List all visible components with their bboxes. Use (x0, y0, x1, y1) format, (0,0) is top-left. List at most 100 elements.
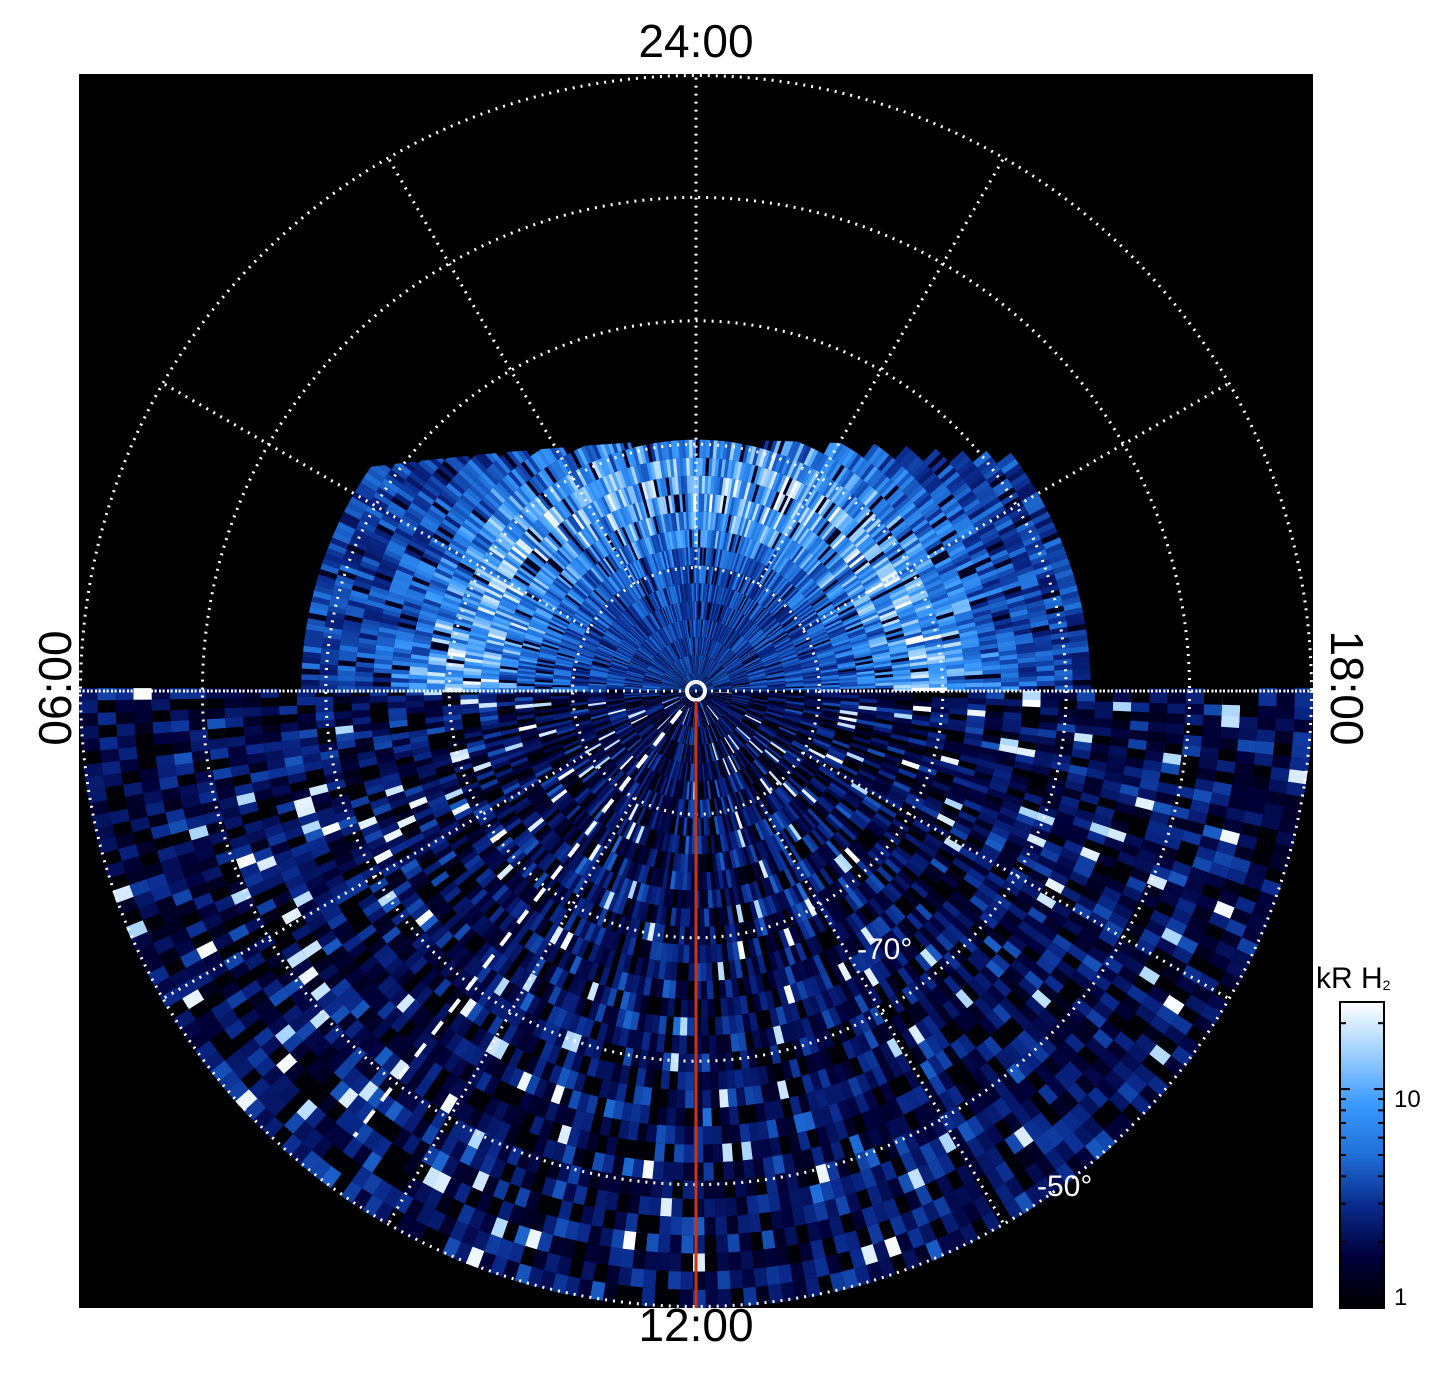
emission-cell (763, 749, 779, 765)
emission-cell (639, 768, 651, 786)
emission-cell (663, 758, 673, 777)
emission-cell (713, 696, 731, 703)
emission-cell (637, 746, 652, 763)
emission-cell (754, 732, 771, 745)
emission-cell (656, 756, 667, 775)
emission-cell (763, 774, 778, 791)
emission-cell (790, 743, 808, 756)
emission-cell (748, 705, 766, 713)
emission-cell (647, 772, 658, 790)
emission-cell (747, 764, 761, 781)
emission-cell (678, 706, 688, 724)
emission-cell (649, 710, 666, 722)
emission-cell (707, 704, 721, 719)
emission-cell (730, 699, 749, 706)
emission-cell (721, 715, 736, 730)
emission-cell (669, 722, 680, 740)
emission-cell (713, 695, 732, 701)
emission-cell (658, 737, 669, 755)
emission-cell (722, 714, 738, 728)
emission-cell (641, 727, 657, 741)
emission-cell (731, 696, 750, 702)
emission-cell (705, 706, 716, 723)
emission-cell (677, 706, 688, 723)
emission-cell (673, 742, 681, 761)
emission-cell (787, 746, 805, 760)
emission-cell (615, 724, 633, 736)
emission-cell (709, 702, 725, 715)
emission-cell (773, 736, 791, 748)
emission-cell (733, 729, 748, 745)
emission-cell (606, 742, 623, 756)
emission-cell (724, 736, 736, 754)
emission-cell (713, 693, 732, 698)
emission-cell (686, 708, 692, 727)
emission-cell (634, 719, 651, 732)
emission-cell (677, 706, 687, 723)
polar-aurora-map: -70° -50° (79, 74, 1313, 1308)
emission-cell (692, 709, 695, 728)
emission-cell (671, 723, 681, 741)
emission-cell (659, 717, 673, 733)
emission-cell (656, 736, 668, 754)
emission-cell (713, 694, 732, 699)
emission-cell (667, 702, 683, 715)
emission-cell (713, 693, 732, 697)
emission-cell (726, 734, 739, 751)
emission-cell (711, 700, 727, 712)
emission-cell (654, 714, 670, 728)
emission-cell (770, 768, 786, 785)
emission-cell (725, 735, 738, 752)
emission-cell (681, 707, 690, 725)
emission-cell (779, 724, 798, 734)
emission-cell (633, 743, 648, 759)
emission-cell (648, 709, 666, 720)
emission-cell (764, 713, 783, 722)
emission-cell (717, 719, 730, 736)
mlt-label-bottom: 12:00 (638, 1299, 754, 1351)
emission-cell (629, 740, 645, 755)
emission-cell (579, 767, 597, 782)
emission-cell (755, 730, 772, 744)
emission-cell (730, 702, 748, 711)
emission-cell (770, 740, 787, 754)
emission-cell (769, 742, 786, 756)
emission-cell (753, 733, 770, 747)
emission-cell (599, 761, 616, 777)
emission-cell (673, 724, 683, 742)
emission-cell (668, 703, 683, 716)
emission-cell (631, 764, 645, 781)
emission-cell (633, 765, 647, 782)
emission-cell (635, 720, 652, 733)
emission-cell (760, 721, 779, 732)
emission-cell (659, 738, 670, 755)
emission-cell (676, 706, 687, 723)
emission-cell (726, 710, 743, 722)
emission-cell (620, 730, 637, 744)
emission-cell (660, 757, 670, 776)
emission-cell (737, 725, 753, 739)
emission-cell (574, 760, 593, 775)
emission-cell (596, 783, 612, 800)
emission-cell (576, 763, 594, 777)
emission-cell (716, 720, 729, 736)
emission-cell (731, 696, 750, 701)
emission-cell (745, 765, 759, 782)
emission-cell (591, 779, 608, 796)
emission-cell (649, 772, 660, 791)
emission-cell (773, 765, 790, 781)
emission-cell (771, 739, 789, 752)
emission-cell (651, 754, 663, 772)
emission-cell (715, 720, 728, 737)
emission-cell (750, 695, 769, 699)
emission-cell (665, 759, 674, 778)
emission-cell (709, 702, 725, 715)
emission-cell (626, 760, 640, 777)
emission-cell (671, 760, 679, 779)
emission-cell (591, 752, 609, 767)
emission-cell (731, 695, 750, 700)
emission-cell (749, 783, 763, 802)
emission-cell (719, 717, 733, 733)
emission-cell (797, 728, 816, 739)
emission-cell (667, 741, 677, 759)
